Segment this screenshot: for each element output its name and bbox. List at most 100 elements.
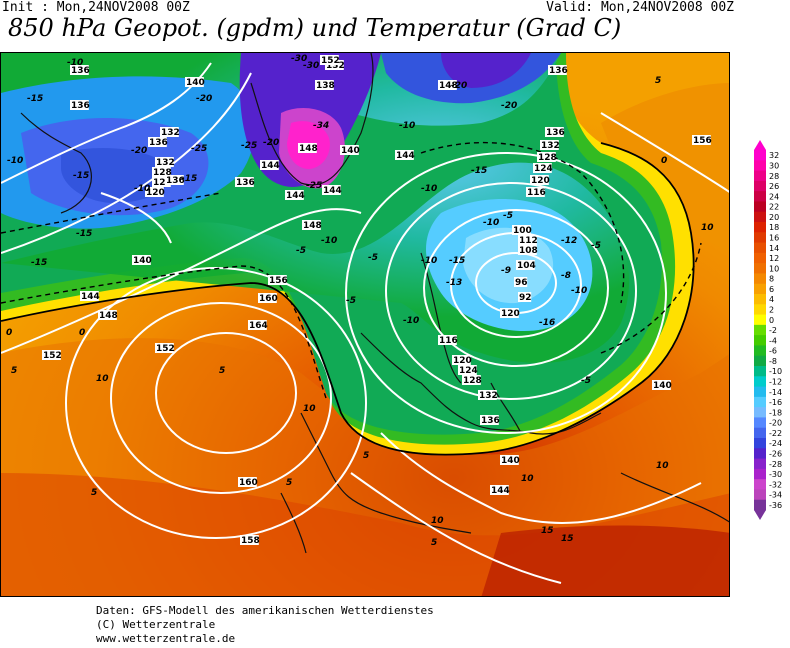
svg-text:148: 148 xyxy=(303,221,322,231)
svg-text:128: 128 xyxy=(153,168,172,178)
geopotential-label: 116 xyxy=(438,335,458,346)
svg-text:136: 136 xyxy=(149,138,168,148)
temperature-label: 10 xyxy=(521,474,534,484)
scale-label: -16 xyxy=(769,398,782,407)
temperature-label: -10 xyxy=(403,316,419,326)
scale-label: -6 xyxy=(769,347,777,356)
scale-label: 16 xyxy=(769,234,779,243)
geopotential-label: 124 xyxy=(533,163,553,174)
geopotential-label: 136 xyxy=(165,175,185,186)
svg-text:164: 164 xyxy=(249,321,268,331)
geopotential-label: 140 xyxy=(340,145,360,156)
temperature-label: -20 xyxy=(263,138,279,148)
svg-text:156: 156 xyxy=(269,276,288,286)
geopotential-label: 148 xyxy=(438,80,458,91)
svg-text:138: 138 xyxy=(316,81,335,91)
geopotential-label: 140 xyxy=(500,455,520,466)
temperature-label: -15 xyxy=(27,94,43,104)
geopotential-label: 132 xyxy=(540,140,560,151)
scale-label: -36 xyxy=(769,501,782,510)
svg-text:148: 148 xyxy=(99,311,118,321)
geopotential-label: 144 xyxy=(285,190,305,201)
svg-text:148: 148 xyxy=(299,144,318,154)
scale-swatch xyxy=(754,304,766,316)
temperature-label: 0 xyxy=(661,156,667,166)
temperature-label: -15 xyxy=(73,171,89,181)
scale-swatch xyxy=(754,273,766,285)
temperature-label: -25 xyxy=(241,141,257,151)
geopotential-label: 164 xyxy=(248,320,268,331)
map-title: 850 hPa Geopot. (gpdm) und Temperatur (G… xyxy=(8,14,622,42)
scale-swatch xyxy=(754,335,766,346)
scale-swatch xyxy=(754,417,766,429)
scale-label: 8 xyxy=(769,275,774,284)
svg-text:136: 136 xyxy=(481,416,500,426)
temperature-label: 0 xyxy=(6,328,12,338)
footer-copyright: (C) Wetterzentrale xyxy=(96,618,216,631)
scale-label: -4 xyxy=(769,336,777,345)
temperature-label: 10 xyxy=(701,223,714,233)
geopotential-label: 152 xyxy=(42,350,62,361)
temperature-label: -10 xyxy=(134,184,150,194)
temperature-label: -5 xyxy=(503,211,513,221)
geopotential-label: 136 xyxy=(148,137,168,148)
temperature-label: -10 xyxy=(399,121,415,131)
temperature-label: -20 xyxy=(131,146,147,156)
geopotential-label: 152 xyxy=(155,343,175,354)
geopotential-label: 144 xyxy=(395,150,415,161)
scale-swatch xyxy=(754,396,766,408)
temperature-label: -30 xyxy=(303,61,319,71)
svg-text:132: 132 xyxy=(541,141,560,151)
svg-text:120: 120 xyxy=(501,309,520,319)
scale-swatch xyxy=(754,366,766,377)
geopotential-label: 158 xyxy=(240,535,260,546)
svg-text:100: 100 xyxy=(513,226,532,236)
temperature-label: -10 xyxy=(421,184,437,194)
svg-text:136: 136 xyxy=(546,128,565,138)
scale-label: -26 xyxy=(769,450,782,459)
scale-swatch xyxy=(754,458,766,470)
geopotential-label: 136 xyxy=(70,100,90,111)
scale-label: -30 xyxy=(769,470,782,479)
geopotential-label: 124 xyxy=(458,365,478,376)
scale-swatch xyxy=(754,427,766,439)
scale-label: 10 xyxy=(769,264,779,273)
temperature-label: -9 xyxy=(501,266,511,276)
color-scale: 32302826242220181614121086420-2-4-6-8-10… xyxy=(754,140,782,520)
svg-text:140: 140 xyxy=(133,256,152,266)
temperature-label: 10 xyxy=(303,404,316,414)
scale-label: 30 xyxy=(769,162,779,171)
geopotential-label: 136 xyxy=(70,65,90,76)
svg-text:124: 124 xyxy=(459,366,478,376)
svg-text:132: 132 xyxy=(479,391,498,401)
temperature-label: -16 xyxy=(539,318,555,328)
temperature-label: 5 xyxy=(219,366,225,376)
svg-text:136: 136 xyxy=(549,66,568,76)
geopotential-label: 140 xyxy=(652,380,672,391)
scale-label: -2 xyxy=(769,326,777,335)
temperature-label: -25 xyxy=(306,181,322,191)
temperature-label: -8 xyxy=(561,271,571,281)
svg-text:152: 152 xyxy=(43,351,62,361)
temperature-label: 10 xyxy=(96,374,109,384)
scale-swatch xyxy=(754,263,766,274)
temperature-label: -10 xyxy=(7,156,23,166)
scale-swatch xyxy=(754,407,766,418)
scale-label: 4 xyxy=(769,295,774,304)
geopotential-label: 148 xyxy=(298,143,318,154)
svg-text:124: 124 xyxy=(153,178,172,188)
scale-arrow-bottom xyxy=(754,510,766,520)
geopotential-label: 128 xyxy=(537,152,557,163)
scale-swatch xyxy=(754,191,766,202)
svg-text:132: 132 xyxy=(161,128,180,138)
scale-swatch xyxy=(754,345,766,357)
svg-text:136: 136 xyxy=(71,101,90,111)
scale-label: 26 xyxy=(769,182,779,191)
geopotential-label: 148 xyxy=(302,220,322,231)
svg-text:144: 144 xyxy=(286,191,305,201)
scale-swatch xyxy=(754,252,766,264)
temperature-label: -10 xyxy=(67,58,83,68)
scale-swatch xyxy=(754,201,766,213)
temperature-label: -13 xyxy=(446,278,462,288)
scale-label: 6 xyxy=(769,285,774,294)
